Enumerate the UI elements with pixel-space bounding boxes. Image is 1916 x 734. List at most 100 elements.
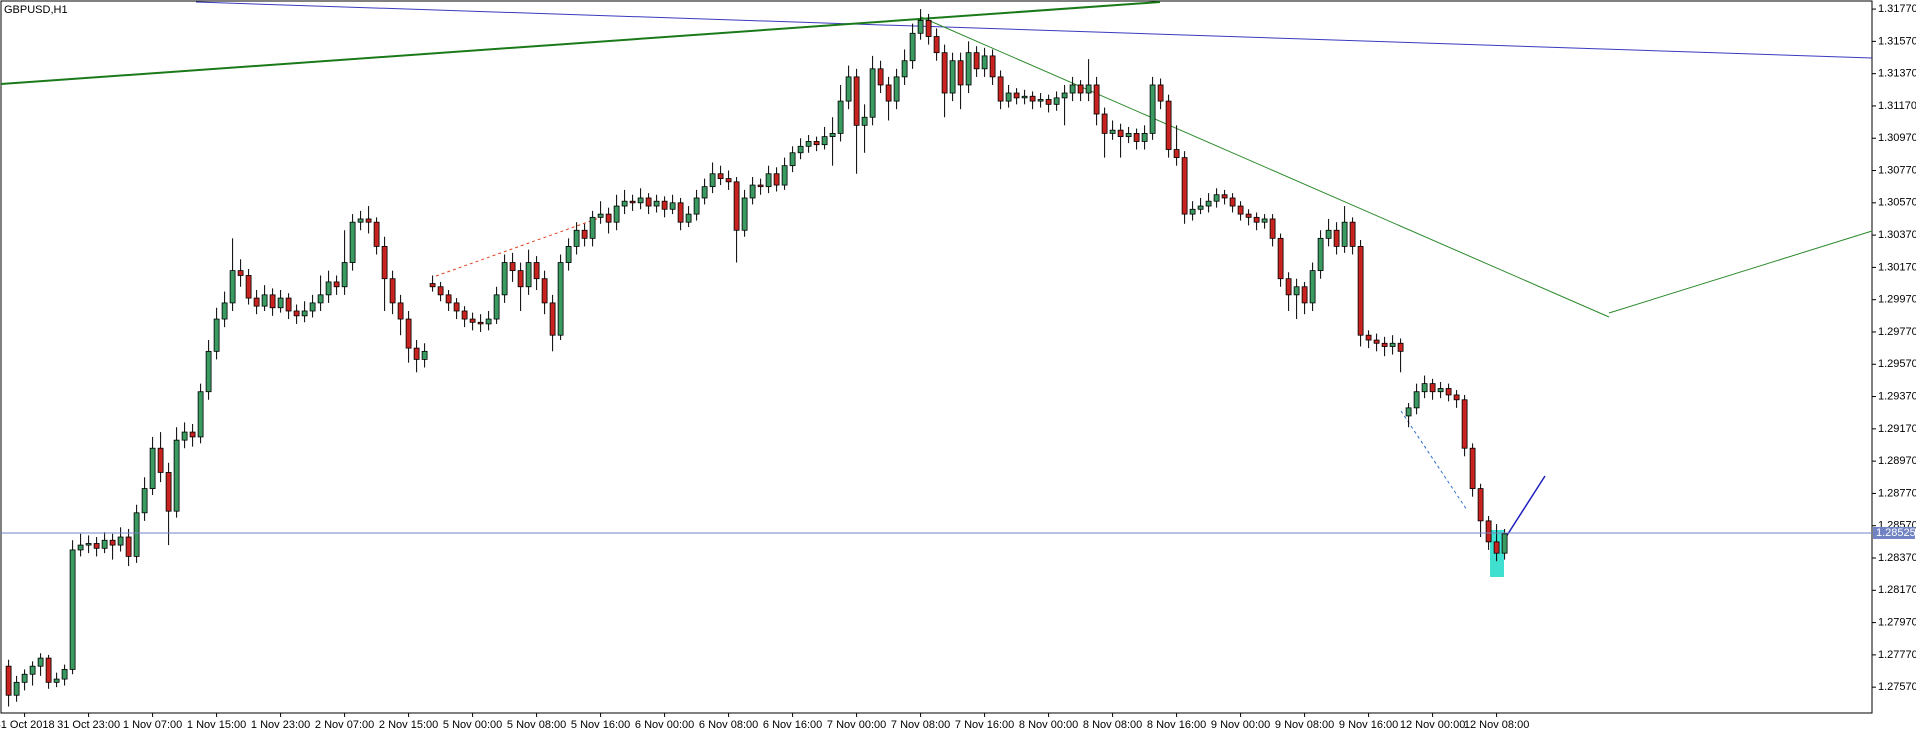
candle-body: [757, 184, 764, 188]
candle-body: [1357, 246, 1364, 336]
candle-body: [133, 512, 140, 557]
candle-body: [1077, 84, 1084, 94]
candle-body: [1365, 334, 1372, 341]
candle-body: [957, 60, 964, 86]
candle-body: [613, 205, 620, 223]
candle-body: [1469, 447, 1476, 489]
candle-body: [325, 281, 332, 296]
candle-body: [277, 297, 284, 309]
candle-body: [773, 173, 780, 186]
candle-body: [1245, 213, 1252, 218]
candle-body: [893, 76, 900, 102]
candle-body: [1069, 84, 1076, 94]
y-tick-label: 1.30970: [1878, 132, 1916, 144]
candle-body: [13, 681, 20, 696]
candle-body: [933, 36, 940, 54]
candle-body: [1453, 394, 1460, 401]
candle-body: [1373, 339, 1380, 344]
candle-body: [525, 262, 532, 288]
trend-line: [1608, 230, 1873, 314]
candle-body: [925, 19, 932, 37]
candle-body: [829, 132, 836, 138]
candle-body: [901, 60, 908, 78]
candle-body: [549, 302, 556, 336]
candle-body: [973, 52, 980, 70]
x-tick-label: 2 Nov 15:00: [379, 719, 438, 731]
candle-body: [645, 197, 652, 207]
candle-body: [685, 213, 692, 223]
candle-body: [997, 76, 1004, 102]
candle-body: [1285, 278, 1292, 296]
candle-body: [981, 55, 988, 70]
candle-body: [285, 297, 292, 312]
candle-body: [229, 270, 236, 304]
candle-body: [917, 19, 924, 34]
candle-body: [1349, 221, 1356, 247]
candle-body: [1293, 286, 1300, 296]
candle-body: [1309, 270, 1316, 304]
candle-body: [125, 536, 132, 557]
candle-body: [797, 145, 804, 154]
candle-body: [237, 270, 244, 276]
candle-body: [1333, 229, 1340, 247]
candle-body: [1397, 342, 1404, 352]
trend-line: [1503, 475, 1546, 541]
candle-body: [461, 310, 468, 320]
candle-body: [949, 60, 956, 94]
y-tick-label: 1.27770: [1878, 649, 1916, 661]
candle-body: [1109, 129, 1116, 134]
y-tick-label: 1.31170: [1878, 100, 1916, 112]
candle-body: [693, 197, 700, 215]
candle-body: [469, 318, 476, 323]
y-tick-label: 1.28970: [1878, 455, 1916, 467]
candle-body: [965, 52, 972, 86]
candle-body: [1189, 208, 1196, 215]
candle-body: [581, 229, 588, 239]
candle-body: [213, 318, 220, 352]
candle-body: [837, 100, 844, 134]
candle-body: [341, 262, 348, 288]
candle-body: [501, 262, 508, 296]
x-tick-label: 7 Nov 00:00: [827, 719, 886, 731]
candle-body: [197, 391, 204, 438]
candle-body: [597, 213, 604, 218]
candle-body: [109, 539, 116, 546]
current-price-label: 1.28525: [1876, 527, 1916, 539]
candle-body: [1277, 237, 1284, 280]
candle-body: [141, 488, 148, 514]
candle-body: [117, 536, 124, 546]
candle-body: [93, 543, 100, 549]
trend-line: [195, 1, 1873, 59]
candle-body: [493, 294, 500, 320]
candle-body: [813, 141, 820, 146]
candle-body: [389, 278, 396, 304]
y-tick-label: 1.28370: [1878, 552, 1916, 564]
x-tick-label: 12 Nov 00:00: [1400, 719, 1465, 731]
candle-body: [781, 165, 788, 186]
y-tick-label: 1.30370: [1878, 229, 1916, 241]
candle-body: [1029, 95, 1036, 102]
y-tick-label: 1.30570: [1878, 197, 1916, 209]
candle-body: [733, 181, 740, 231]
candle-body: [1341, 221, 1348, 247]
trend-line: [0, 1, 1161, 85]
candle-body: [1405, 407, 1412, 417]
candle-body: [373, 221, 380, 247]
candle-body: [941, 52, 948, 94]
candle-body: [877, 68, 884, 86]
y-tick-label: 1.28170: [1878, 584, 1916, 596]
candle-body: [1053, 97, 1060, 105]
candle-body: [101, 539, 108, 549]
candle-body: [181, 431, 188, 441]
candles: [5, 9, 1508, 707]
candle-body: [1173, 149, 1180, 159]
y-tick-label: 1.29570: [1878, 358, 1916, 370]
candle-body: [861, 116, 868, 126]
candle-body: [253, 297, 260, 307]
candle-body: [245, 275, 252, 299]
candle-body: [149, 447, 156, 489]
candle-body: [1117, 129, 1124, 138]
x-tick-label: 7 Nov 16:00: [955, 719, 1014, 731]
candle-body: [509, 262, 516, 272]
y-tick-label: 1.27970: [1878, 616, 1916, 628]
